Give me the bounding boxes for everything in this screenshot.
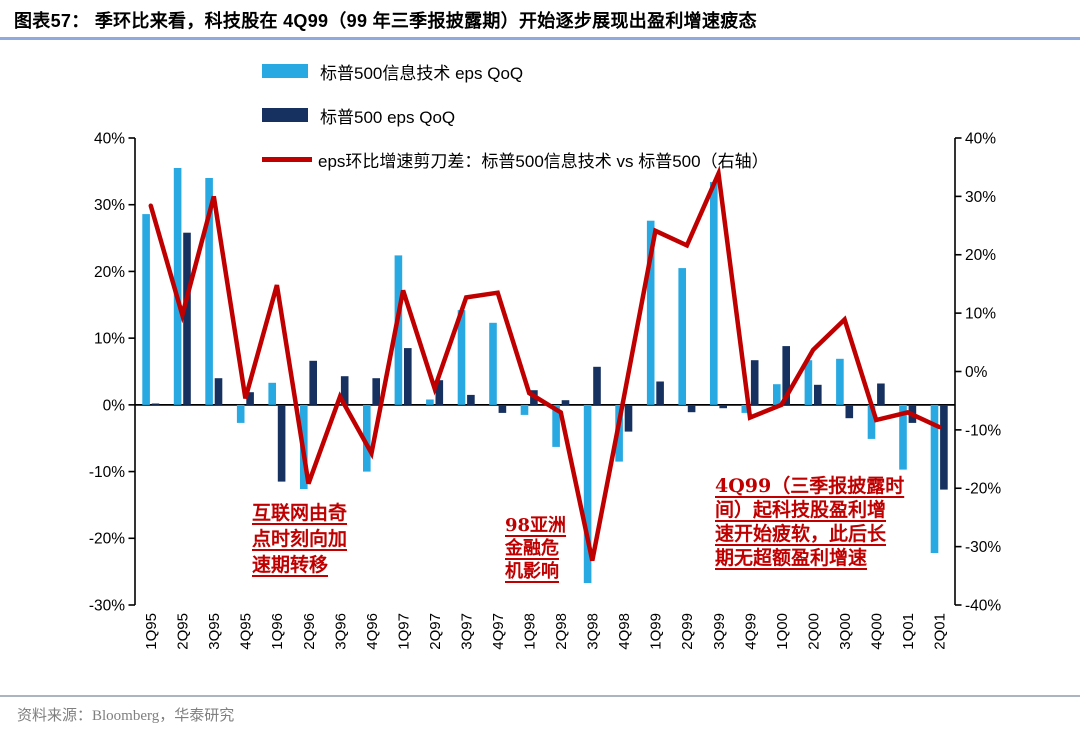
annotation-asia-financial-crisis: 98亚洲 金融危 机影响: [505, 515, 567, 582]
legend-item-tech-eps: 标普500信息技术 eps QoQ: [262, 60, 769, 83]
annotation-4q99-profit-fatigue: 4Q99（三季报披露时 间）起科技股盈利增 速开始疲软，此后长 期无超额盈利增速: [715, 475, 905, 569]
scissors-line: [148, 165, 942, 562]
legend-swatch-tech-blue: [262, 64, 308, 78]
svg-text:4Q95: 4Q95: [238, 613, 255, 650]
chart-legend: 标普500信息技术 eps QoQ 标普500 eps QoQ eps环比增速剪…: [262, 60, 769, 192]
svg-text:3Q99: 3Q99: [711, 613, 728, 650]
svg-text:3Q96: 3Q96: [332, 613, 349, 650]
svg-text:4Q99: 4Q99: [742, 613, 759, 650]
svg-text:1Q96: 1Q96: [269, 613, 286, 650]
legend-item-sp500-eps: 标普500 eps QoQ: [262, 104, 769, 127]
svg-text:2Q97: 2Q97: [427, 613, 444, 650]
svg-text:1Q01: 1Q01: [900, 613, 917, 650]
svg-text:3Q98: 3Q98: [585, 613, 602, 650]
svg-text:2Q99: 2Q99: [679, 613, 696, 650]
legend-item-scissors-diff: eps环比增速剪刀差：标普500信息技术 vs 标普500（右轴）: [262, 148, 769, 171]
svg-text:20%: 20%: [965, 247, 996, 264]
svg-text:3Q97: 3Q97: [458, 613, 475, 650]
svg-text:-10%: -10%: [89, 464, 125, 481]
svg-text:2Q98: 2Q98: [553, 613, 570, 650]
svg-text:40%: 40%: [94, 130, 125, 147]
svg-text:-30%: -30%: [965, 539, 1001, 556]
svg-text:20%: 20%: [94, 264, 125, 281]
svg-text:3Q00: 3Q00: [837, 613, 854, 650]
svg-text:-40%: -40%: [965, 597, 1001, 614]
svg-text:-30%: -30%: [89, 597, 125, 614]
axes: 40% 30% 20% 10% 0% -10% -20% -30% 40% 30% 20% 10% 0%…: [89, 130, 1002, 614]
svg-text:0%: 0%: [965, 364, 988, 381]
svg-text:10%: 10%: [94, 331, 125, 348]
svg-text:1Q00: 1Q00: [774, 613, 791, 650]
annotation-internet-transition: 互联网由奇 点时刻向加 速期转移: [252, 502, 348, 576]
legend-label-scissors-diff: eps环比增速剪刀差：标普500信息技术 vs 标普500（右轴）: [318, 151, 769, 171]
legend-swatch-red-line: [262, 156, 312, 162]
svg-text:1Q95: 1Q95: [143, 613, 160, 650]
svg-text:2Q95: 2Q95: [175, 613, 192, 650]
bars-tech: [142, 168, 939, 583]
svg-text:-20%: -20%: [965, 481, 1001, 498]
svg-text:0%: 0%: [103, 397, 126, 414]
svg-text:10%: 10%: [965, 306, 996, 323]
source-note: 资料来源：Bloomberg，华泰研究: [17, 708, 235, 724]
svg-text:4Q96: 4Q96: [364, 613, 381, 650]
legend-label-tech-eps: 标普500信息技术 eps QoQ: [320, 63, 524, 83]
figure-title: 图表57： 季环比来看，科技股在 4Q99（99 年三季报披露期）开始逐步展现出…: [14, 11, 757, 31]
svg-text:4Q98: 4Q98: [616, 613, 633, 650]
svg-text:1Q98: 1Q98: [521, 613, 538, 650]
legend-swatch-sp500-navy: [262, 108, 308, 122]
svg-text:1Q99: 1Q99: [648, 613, 665, 650]
svg-text:4Q97: 4Q97: [490, 613, 507, 650]
svg-text:-10%: -10%: [965, 422, 1001, 439]
svg-text:2Q00: 2Q00: [805, 613, 822, 650]
title-rule: [0, 37, 1080, 40]
svg-text:3Q95: 3Q95: [206, 613, 223, 650]
svg-text:40%: 40%: [965, 130, 996, 147]
svg-text:2Q96: 2Q96: [301, 613, 318, 650]
svg-text:30%: 30%: [965, 189, 996, 206]
legend-label-sp500-eps: 标普500 eps QoQ: [320, 107, 456, 127]
svg-text:1Q97: 1Q97: [395, 613, 412, 650]
x-axis-labels: 1Q95 2Q95 3Q95 4Q95 1Q96 2Q96 3Q96 4Q96 1Q97 2Q97…: [143, 613, 948, 650]
svg-text:2Q01: 2Q01: [931, 613, 948, 650]
svg-text:30%: 30%: [94, 197, 125, 214]
svg-text:4Q00: 4Q00: [868, 613, 885, 650]
svg-text:-20%: -20%: [89, 531, 125, 548]
bars-sp500: [151, 232, 948, 490]
footer-rule: [0, 695, 1080, 697]
